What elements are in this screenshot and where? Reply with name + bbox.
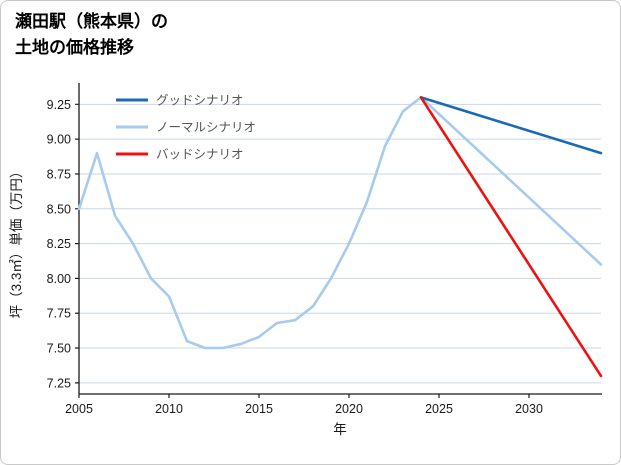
price-trend-chart: 7.25 7.50 7.75 8.00 8.25 8.50 8.75 9.00 9.25 2005…: [9, 83, 603, 437]
y-tick-label: 7.25: [47, 376, 71, 390]
x-axis-label: 年: [333, 422, 347, 437]
series-line-2: [419, 96, 603, 378]
x-tick-label: 2005: [65, 402, 93, 416]
legend-label-2: バッドシナリオ: [156, 148, 244, 162]
y-tick-label: 8.25: [47, 237, 71, 251]
x-tick-label: 2020: [335, 402, 363, 416]
y-tick-label: 9.25: [47, 98, 71, 112]
x-tick-label: 2030: [515, 402, 543, 416]
page-title-line1: 瀬田駅（熊本県）の: [15, 12, 168, 31]
y-tick-label: 8.75: [47, 167, 71, 181]
y-tick-label: 8.00: [47, 272, 71, 286]
page-title: 瀬田駅（熊本県）の 土地の価格推移: [15, 9, 168, 61]
x-tick-label: 2015: [245, 402, 273, 416]
y-tick-label: 8.50: [47, 202, 71, 216]
chart-area: 7.25 7.50 7.75 8.00 8.25 8.50 8.75 9.00 9.25 2005…: [1, 69, 620, 464]
legend-label-1: ノーマルシナリオ: [156, 121, 256, 135]
y-tick-label: 7.50: [47, 342, 71, 356]
series-line-1: [77, 96, 603, 350]
x-tick-label: 2025: [425, 402, 453, 416]
legend-label-0: グッドシナリオ: [156, 94, 244, 108]
series-line-0: [419, 96, 603, 155]
y-tick-label: 9.00: [47, 133, 71, 147]
y-tick-label: 7.75: [47, 307, 71, 321]
page-title-line2: 土地の価格推移: [15, 38, 134, 57]
x-tick-label: 2010: [155, 402, 183, 416]
y-axis-label: 坪（3.3㎡）単価（万円）: [9, 165, 24, 319]
